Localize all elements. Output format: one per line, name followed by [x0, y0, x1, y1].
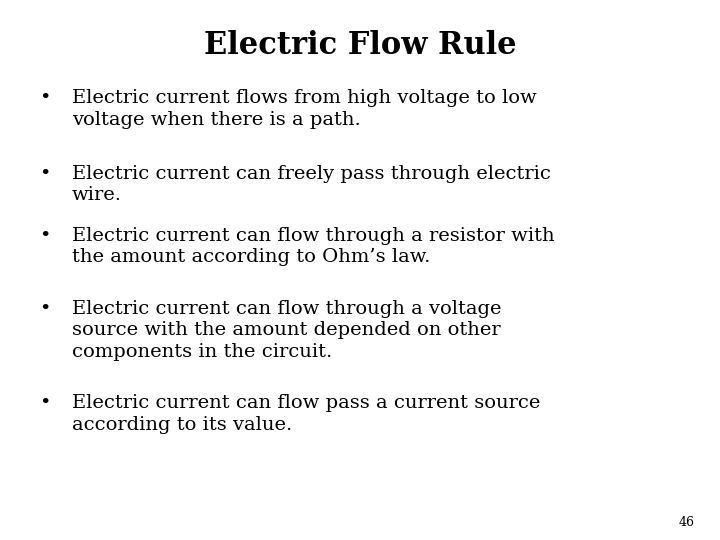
Text: Electric current can flow through a voltage
source with the amount depended on o: Electric current can flow through a volt…	[72, 300, 502, 361]
Text: Electric Flow Rule: Electric Flow Rule	[204, 30, 516, 60]
Text: Electric current can flow through a resistor with
the amount according to Ohm’s : Electric current can flow through a resi…	[72, 227, 554, 266]
Text: •: •	[40, 394, 51, 412]
Text: •: •	[40, 165, 51, 183]
Text: Electric current flows from high voltage to low
voltage when there is a path.: Electric current flows from high voltage…	[72, 89, 536, 129]
Text: 46: 46	[679, 516, 695, 529]
Text: •: •	[40, 300, 51, 318]
Text: •: •	[40, 227, 51, 245]
Text: •: •	[40, 89, 51, 107]
Text: Electric current can freely pass through electric
wire.: Electric current can freely pass through…	[72, 165, 551, 204]
Text: Electric current can flow pass a current source
according to its value.: Electric current can flow pass a current…	[72, 394, 541, 434]
